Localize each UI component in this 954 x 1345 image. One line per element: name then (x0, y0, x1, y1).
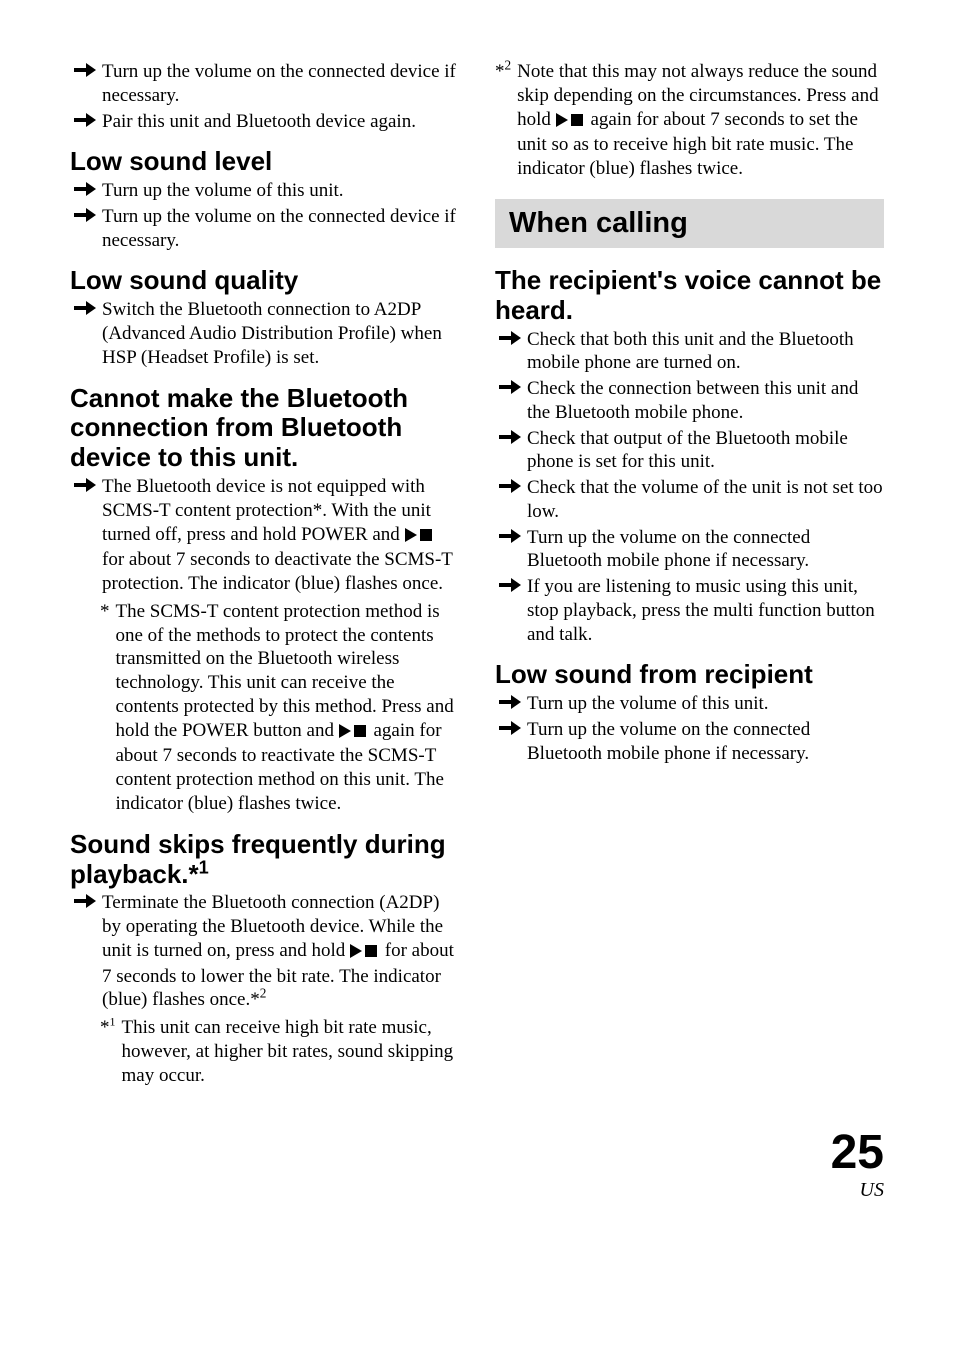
footnote-marker: *2 (495, 60, 511, 84)
arrow-icon (499, 695, 521, 714)
right-column: *2 Note that this may not always reduce … (495, 60, 884, 1089)
bullet-item: Turn up the volume on the connected Blue… (499, 526, 884, 574)
page-footer: 25 US (70, 1129, 884, 1202)
bullet-text: Terminate the Bluetooth connection (A2DP… (102, 891, 459, 1012)
bullet-text: Turn up the volume on the connected Blue… (527, 718, 884, 766)
section-heading: Low sound from recipient (495, 660, 884, 690)
bullet-item: Turn up the volume of this unit. (499, 692, 884, 716)
bullet-text: Check that the volume of the unit is not… (527, 476, 884, 524)
arrow-icon (74, 894, 96, 913)
bullet-text: Turn up the volume on the connected devi… (102, 205, 459, 253)
bullet-item: Terminate the Bluetooth connection (A2DP… (74, 891, 459, 1012)
arrow-icon (74, 63, 96, 82)
footnote-marker: * (100, 600, 110, 624)
footnote-text: Note that this may not always reduce the… (517, 60, 884, 181)
bullet-item: The Bluetooth device is not equipped wit… (74, 475, 459, 596)
bullet-item: Turn up the volume on the connected devi… (74, 205, 459, 253)
footnote-marker: *1 (100, 1016, 116, 1040)
left-column: Turn up the volume on the connected devi… (70, 60, 459, 1089)
page-number: 25 (831, 1126, 884, 1179)
bullet-text: Turn up the volume on the connected Blue… (527, 526, 884, 574)
bullet-text: The Bluetooth device is not equipped wit… (102, 475, 459, 596)
arrow-icon (499, 380, 521, 399)
bullet-text: If you are listening to music using this… (527, 575, 884, 646)
arrow-icon (74, 301, 96, 320)
footnote-item: *1 This unit can receive high bit rate m… (100, 1016, 459, 1087)
section-banner: When calling (495, 199, 884, 248)
play-stop-icon (339, 721, 369, 745)
arrow-icon (499, 721, 521, 740)
page-region: US (70, 1179, 884, 1202)
bullet-text: Check that output of the Bluetooth mobil… (527, 427, 884, 475)
bullet-item: Check that the volume of the unit is not… (499, 476, 884, 524)
bullet-item: Check the connection between this unit a… (499, 377, 884, 425)
bullet-item: Pair this unit and Bluetooth device agai… (74, 110, 459, 134)
footnote-item: *2 Note that this may not always reduce … (495, 60, 884, 181)
bullet-item: Turn up the volume on the connected devi… (74, 60, 459, 108)
section-heading: Sound skips frequently during playback.*… (70, 830, 459, 890)
footnote-text: The SCMS-T content protection method is … (116, 600, 460, 816)
bullet-text: Pair this unit and Bluetooth device agai… (102, 110, 459, 134)
arrow-icon (499, 430, 521, 449)
two-column-layout: Turn up the volume on the connected devi… (70, 60, 884, 1089)
bullet-text: Switch the Bluetooth connection to A2DP … (102, 298, 459, 369)
bullet-text: Turn up the volume on the connected devi… (102, 60, 459, 108)
bullet-item: Switch the Bluetooth connection to A2DP … (74, 298, 459, 369)
footnote-item: * The SCMS-T content protection method i… (100, 600, 459, 816)
play-stop-icon (556, 110, 586, 134)
bullet-text: Turn up the volume of this unit. (527, 692, 884, 716)
play-stop-icon (350, 941, 380, 965)
arrow-icon (499, 479, 521, 498)
bullet-text: Check that both this unit and the Blueto… (527, 328, 884, 376)
bullet-item: If you are listening to music using this… (499, 575, 884, 646)
arrow-icon (499, 578, 521, 597)
bullet-item: Turn up the volume of this unit. (74, 179, 459, 203)
bullet-item: Check that output of the Bluetooth mobil… (499, 427, 884, 475)
section-heading: Low sound quality (70, 266, 459, 296)
bullet-text: Turn up the volume of this unit. (102, 179, 459, 203)
section-heading: The recipient's voice cannot be heard. (495, 266, 884, 326)
arrow-icon (499, 331, 521, 350)
arrow-icon (74, 113, 96, 132)
arrow-icon (74, 478, 96, 497)
bullet-item: Turn up the volume on the connected Blue… (499, 718, 884, 766)
arrow-icon (74, 208, 96, 227)
bullet-text: Check the connection between this unit a… (527, 377, 884, 425)
play-stop-icon (405, 525, 435, 549)
bullet-item: Check that both this unit and the Blueto… (499, 328, 884, 376)
arrow-icon (499, 529, 521, 548)
section-heading: Low sound level (70, 147, 459, 177)
section-heading: Cannot make the Bluetooth connection fro… (70, 384, 459, 474)
footnote-text: This unit can receive high bit rate musi… (122, 1016, 460, 1087)
arrow-icon (74, 182, 96, 201)
